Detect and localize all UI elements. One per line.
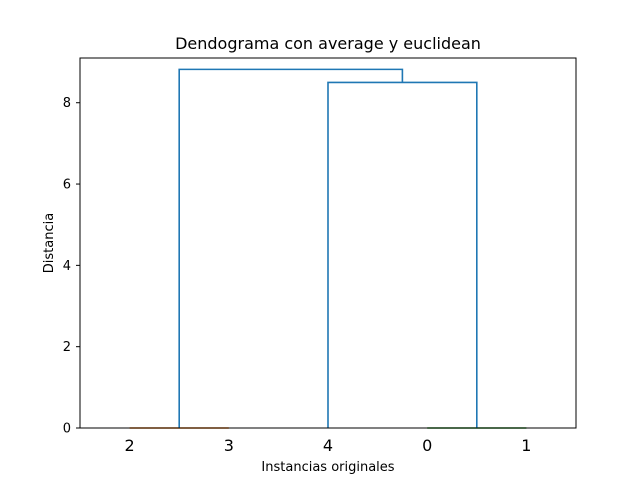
y-tick-label: 0 xyxy=(63,422,71,437)
y-tick-label: 4 xyxy=(63,259,71,274)
y-tick-label: 2 xyxy=(63,340,71,355)
plot-area-frame xyxy=(79,57,577,429)
y-tick-label: 6 xyxy=(63,178,71,193)
x-tick-label-leaf-3: 3 xyxy=(224,436,234,455)
y-axis-label: Distancia xyxy=(42,213,57,273)
x-tick-label-leaf-2: 2 xyxy=(125,436,135,455)
y-tick-label: 8 xyxy=(63,96,71,111)
x-tick-label-leaf-1: 1 xyxy=(521,436,531,455)
x-tick-label-leaf-0: 0 xyxy=(422,436,432,455)
chart-title: Dendograma con average y euclidean xyxy=(175,34,481,53)
dendrogram-link-c401 xyxy=(327,81,478,428)
x-axis-label: Instancias originales xyxy=(261,460,394,475)
dendrogram-link-root xyxy=(178,68,404,428)
x-tick-label-leaf-4: 4 xyxy=(323,436,333,455)
